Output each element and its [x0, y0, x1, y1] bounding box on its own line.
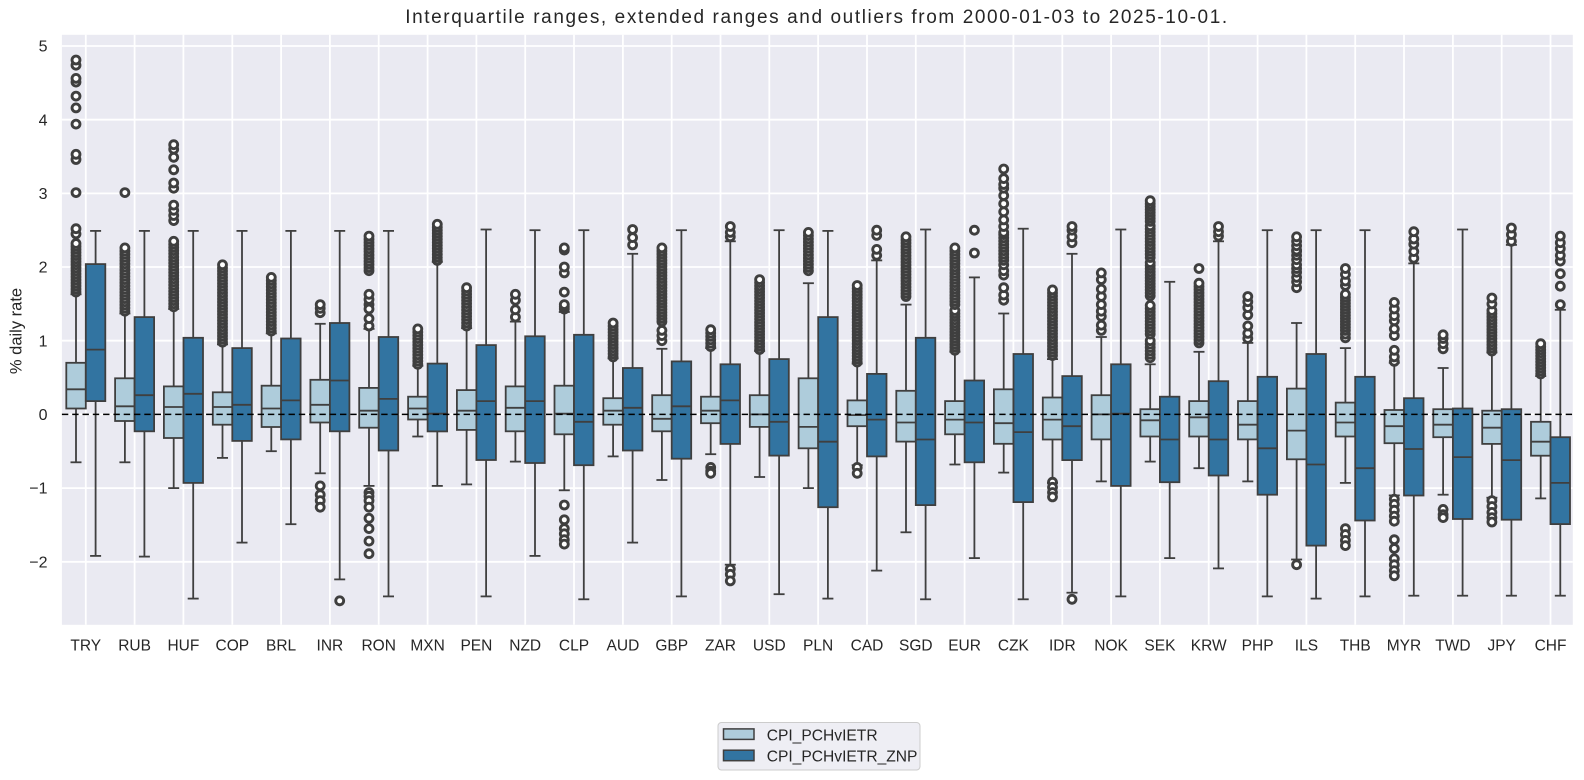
svg-text:GBP: GBP [655, 637, 688, 654]
svg-text:NZD: NZD [509, 637, 541, 654]
svg-text:RUB: RUB [118, 637, 151, 654]
svg-text:TWD: TWD [1435, 637, 1470, 654]
svg-text:CLP: CLP [559, 637, 589, 654]
svg-text:MXN: MXN [410, 637, 444, 654]
svg-text:3: 3 [39, 186, 48, 203]
svg-text:JPY: JPY [1487, 637, 1515, 654]
svg-text:TRY: TRY [70, 637, 101, 654]
svg-text:CAD: CAD [851, 637, 884, 654]
svg-text:PEN: PEN [460, 637, 492, 654]
svg-text:2: 2 [39, 260, 48, 277]
svg-text:5: 5 [39, 39, 48, 56]
svg-text:% daily rate: % daily rate [7, 288, 25, 374]
svg-text:−1: −1 [29, 481, 47, 498]
svg-text:CPI_PCHvIETR: CPI_PCHvIETR [767, 727, 878, 744]
svg-text:Interquartile ranges, extended: Interquartile ranges, extended ranges an… [405, 7, 1229, 28]
svg-text:INR: INR [317, 637, 344, 654]
svg-text:RON: RON [361, 637, 395, 654]
svg-text:SGD: SGD [899, 637, 933, 654]
svg-text:1: 1 [39, 333, 48, 350]
svg-text:PLN: PLN [803, 637, 833, 654]
svg-text:KRW: KRW [1191, 637, 1227, 654]
svg-text:COP: COP [216, 637, 250, 654]
svg-text:SEK: SEK [1144, 637, 1176, 654]
svg-text:PHP: PHP [1242, 637, 1274, 654]
svg-text:IDR: IDR [1049, 637, 1076, 654]
svg-text:NOK: NOK [1094, 637, 1128, 654]
svg-text:ILS: ILS [1295, 637, 1318, 654]
svg-text:CZK: CZK [998, 637, 1030, 654]
svg-text:0: 0 [39, 407, 48, 424]
svg-text:BRL: BRL [266, 637, 297, 654]
svg-text:MYR: MYR [1387, 637, 1421, 654]
svg-text:4: 4 [39, 112, 48, 129]
svg-text:ZAR: ZAR [705, 637, 736, 654]
svg-text:THB: THB [1340, 637, 1371, 654]
svg-text:AUD: AUD [607, 637, 640, 654]
svg-text:USD: USD [753, 637, 786, 654]
svg-text:EUR: EUR [948, 637, 981, 654]
svg-text:CPI_PCHvIETR_ZNP: CPI_PCHvIETR_ZNP [767, 749, 918, 766]
svg-text:CHF: CHF [1535, 637, 1567, 654]
svg-text:−2: −2 [29, 554, 47, 571]
svg-text:HUF: HUF [167, 637, 199, 654]
